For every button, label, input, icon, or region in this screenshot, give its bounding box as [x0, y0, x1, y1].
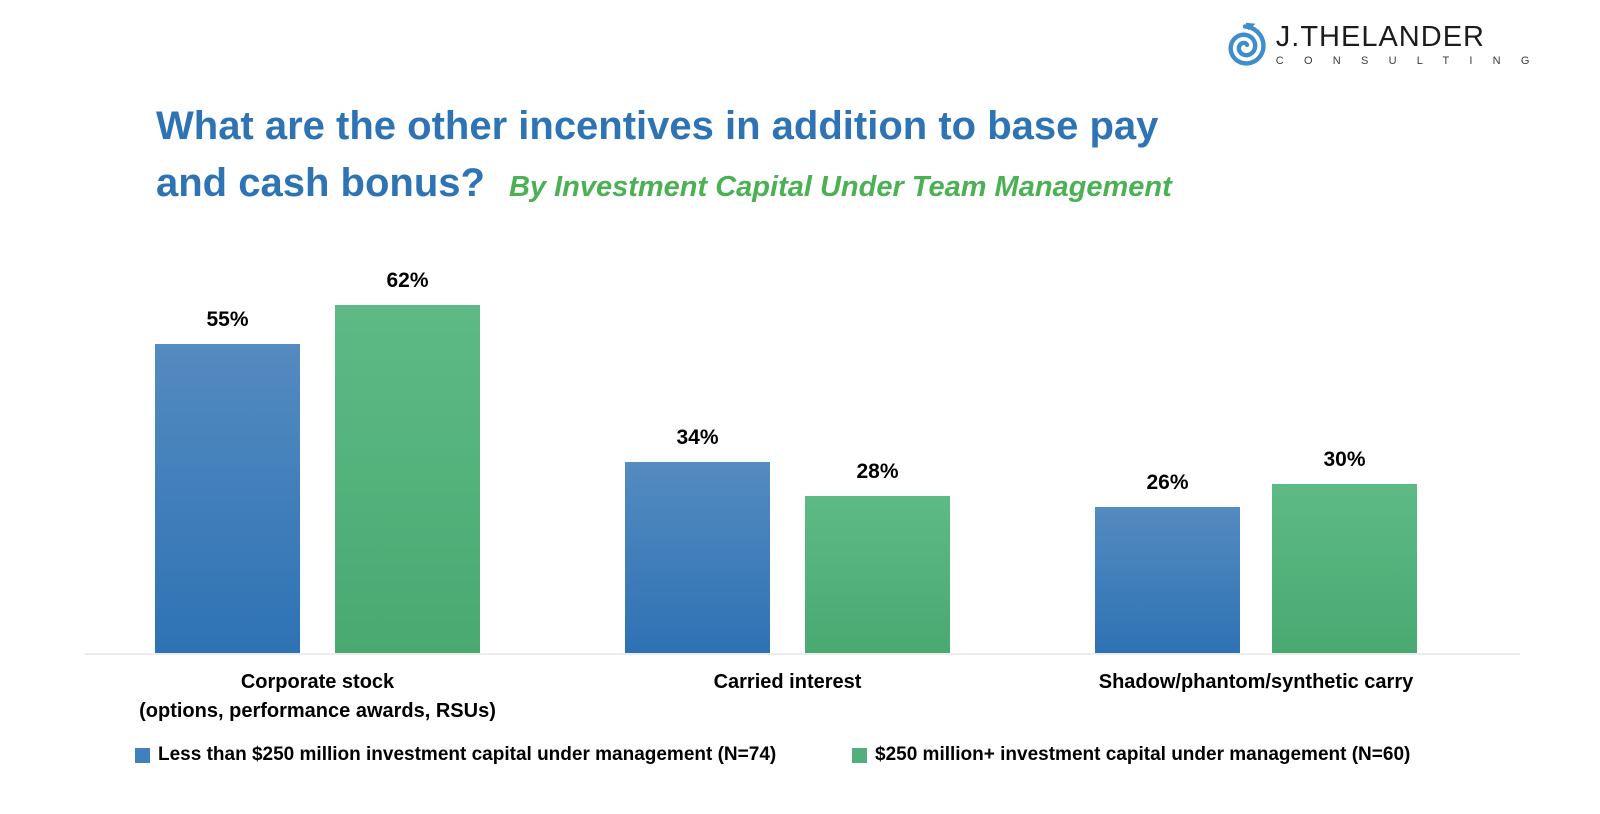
- spiral-arrow-icon: [1228, 22, 1266, 66]
- bar: [1095, 507, 1240, 653]
- category-label: Carried interest: [713, 671, 862, 693]
- bar-value-label: 55%: [206, 308, 249, 331]
- bar: [155, 344, 300, 653]
- bar-value-label: 26%: [1146, 471, 1189, 494]
- legend-swatch-icon: [135, 747, 150, 763]
- bar: [625, 462, 770, 653]
- slide-title: What are the other incentives in additio…: [156, 98, 1356, 216]
- bar-value-label: 34%: [676, 426, 719, 449]
- bar: [335, 305, 480, 653]
- title-line-2: and cash bonus? By Investment Capital Und…: [156, 155, 1356, 216]
- chart-subtitle: By Investment Capital Under Team Managem…: [508, 171, 1172, 203]
- legend-label: $250 million+ investment capital under m…: [875, 744, 1411, 765]
- title-line-1: What are the other incentives in additio…: [156, 104, 1159, 148]
- category-label: Shadow/phantom/synthetic carry: [1098, 671, 1414, 693]
- x-axis-line: [85, 653, 1520, 655]
- legend-item: $250 million+ investment capital under m…: [852, 744, 1410, 766]
- logo-subtitle-text: C O N S U L T I N G: [1275, 55, 1538, 67]
- bar: [1272, 484, 1417, 653]
- legend-label: Less than $250 million investment capita…: [158, 744, 777, 765]
- company-logo: J.THELANDER C O N S U L T I N G: [1222, 18, 1538, 72]
- bar-value-label: 28%: [856, 460, 899, 483]
- bar: [805, 496, 950, 653]
- bar-value-label: 30%: [1323, 448, 1366, 471]
- bar-value-label: 62%: [386, 269, 429, 292]
- logo-brand-text: J.THELANDER: [1275, 21, 1485, 53]
- category-label: Corporate stock (options, performance awa…: [139, 671, 496, 722]
- legend-item: Less than $250 million investment capita…: [135, 744, 776, 766]
- title-line-2-text: and cash bonus?: [156, 161, 485, 205]
- legend-swatch-icon: [852, 747, 867, 763]
